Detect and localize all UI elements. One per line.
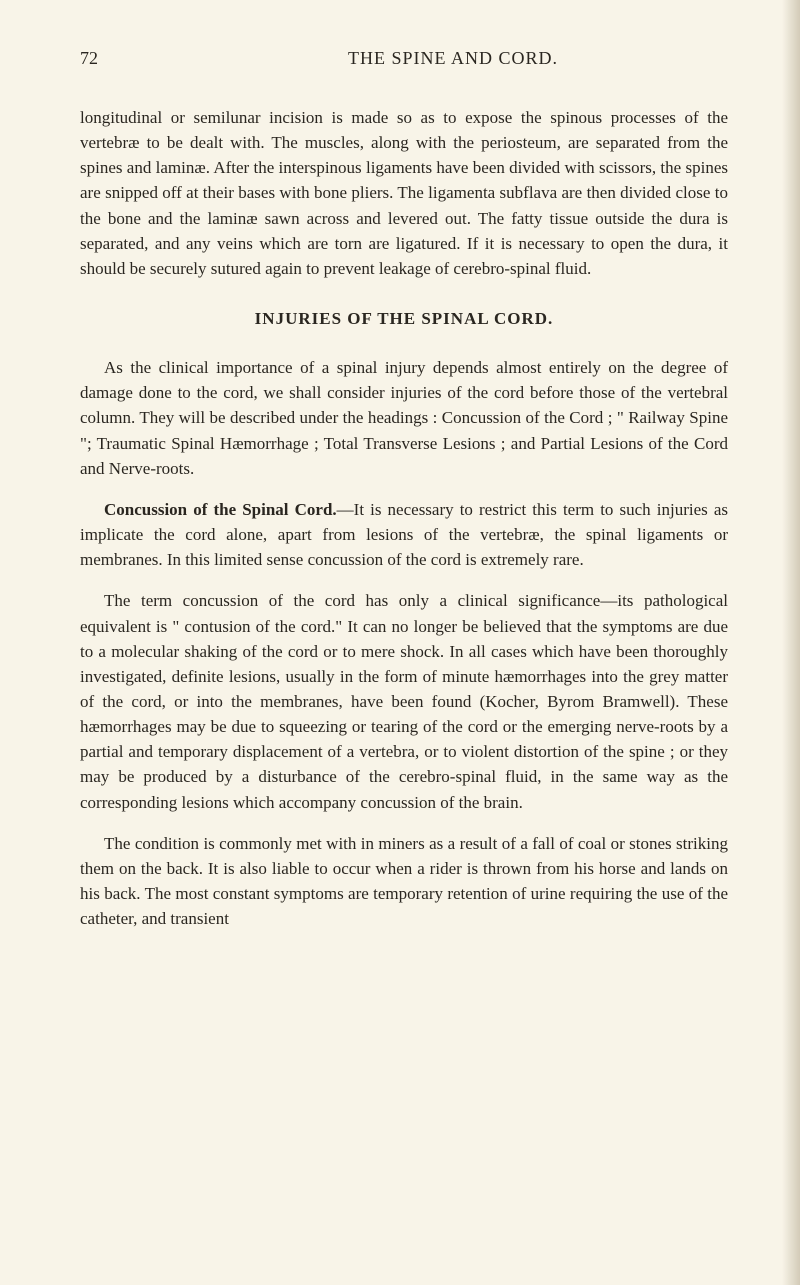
page-header: 72 THE SPINE AND CORD. — [80, 48, 728, 69]
page-number: 72 — [80, 48, 98, 69]
page-edge-shadow — [782, 0, 800, 1285]
body-paragraph: The condition is commonly met with in mi… — [80, 831, 728, 932]
body-paragraph: As the clinical importance of a spinal i… — [80, 355, 728, 481]
body-paragraph: Concussion of the Spinal Cord.—It is nec… — [80, 497, 728, 572]
body-paragraph: longitudinal or semilunar incision is ma… — [80, 105, 728, 281]
paragraph-lead-bold: Concussion of the Spinal Cord. — [104, 500, 337, 519]
body-paragraph: The term concussion of the cord has only… — [80, 588, 728, 814]
running-title: THE SPINE AND CORD. — [178, 48, 728, 69]
section-title: INJURIES OF THE SPINAL CORD. — [80, 309, 728, 329]
